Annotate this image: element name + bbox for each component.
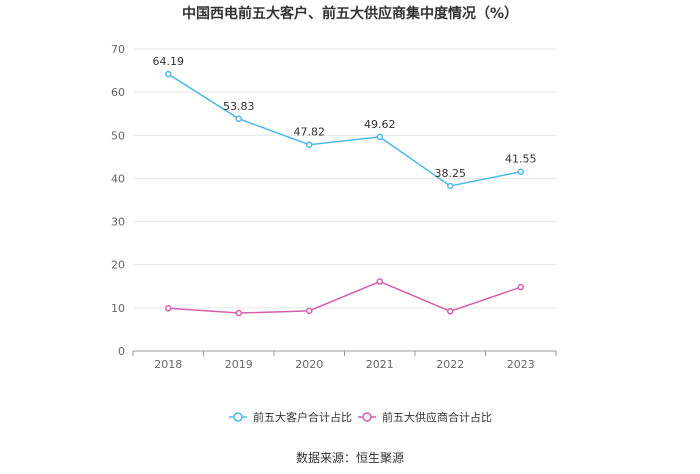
y-tick-label: 10	[111, 302, 125, 315]
legend: 前五大客户合计占比 前五大供应商合计占比	[229, 410, 492, 424]
legend-swatch-marker	[233, 412, 243, 422]
legend-label: 前五大客户合计占比	[253, 410, 352, 424]
y-tick-label: 70	[111, 43, 125, 56]
data-label: 47.82	[294, 126, 326, 139]
data-point	[235, 309, 242, 317]
series-line-1	[168, 280, 521, 314]
data-source: 数据来源：恒生聚源	[296, 450, 404, 465]
data-point	[517, 283, 524, 291]
data-point	[306, 141, 313, 148]
data-labels: 64.19 53.83 47.82 49.62 38.25 41.55	[153, 55, 537, 180]
series-line-0	[167, 73, 521, 187]
data-point	[165, 70, 172, 78]
data-point	[165, 305, 172, 312]
data-point	[447, 182, 454, 190]
data-label: 49.62	[364, 118, 396, 131]
series-group	[165, 70, 524, 317]
x-tick-label: 2022	[436, 358, 464, 371]
data-label: 53.83	[223, 100, 255, 113]
y-tick-label: 0	[118, 345, 125, 358]
y-tick-label: 50	[111, 129, 125, 142]
data-point	[306, 307, 313, 315]
data-point	[376, 133, 383, 141]
x-tick-label: 2019	[225, 358, 253, 371]
y-tick-label: 20	[111, 259, 125, 272]
x-tick-label: 2018	[154, 358, 182, 371]
data-label: 41.55	[505, 153, 537, 166]
legend-swatch-marker	[362, 412, 372, 422]
data-point	[447, 308, 454, 315]
legend-label: 前五大供应商合计占比	[382, 410, 492, 424]
y-tick-label: 60	[111, 86, 125, 99]
y-tick-label: 40	[111, 172, 125, 185]
chart-title: 中国西电前五大客户、前五大供应商集中度情况（%）	[182, 5, 518, 22]
grid-lines	[133, 48, 556, 309]
data-label: 64.19	[153, 55, 185, 68]
x-tick-label: 2023	[507, 358, 535, 371]
data-point	[376, 278, 383, 285]
x-tick-label: 2020	[295, 358, 323, 371]
x-tick-label: 2021	[366, 358, 394, 371]
y-tick-label: 30	[111, 216, 125, 229]
data-label: 38.25	[435, 167, 467, 180]
data-point	[517, 168, 524, 175]
data-point	[235, 115, 242, 123]
axes: 0 10 20 30 40 50 60 70 2018 2019 2020 2021 2022 2023	[111, 43, 557, 371]
